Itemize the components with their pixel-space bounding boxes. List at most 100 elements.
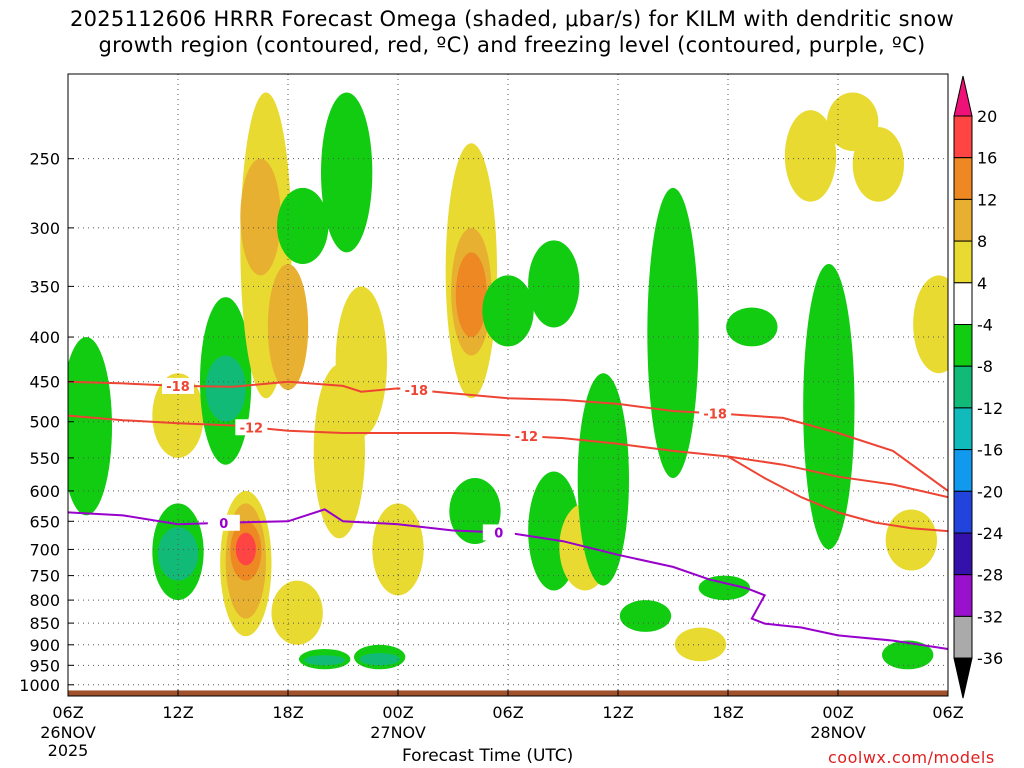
omega-region-13 (277, 187, 329, 265)
omega-region-32 (647, 187, 699, 479)
y-tick-label-550: 550 (29, 449, 60, 468)
credit-link[interactable]: coolwx.com/models (828, 748, 995, 767)
contour-0 (68, 380, 948, 492)
omega-region-7 (235, 532, 256, 566)
contour-label-0-0: -18 (166, 380, 190, 395)
colorbar-label--24: -24 (977, 524, 1003, 543)
omega-region-15 (321, 92, 373, 253)
omega-region-35 (674, 627, 727, 662)
contour-label-bg-3-1 (482, 524, 515, 541)
omega-region-28 (528, 240, 580, 328)
y-tick-label-900: 900 (29, 636, 60, 655)
omega-region-41 (913, 275, 948, 374)
colorbar-label--16: -16 (977, 441, 1003, 460)
y-tick-label-1000: 1000 (19, 676, 60, 695)
omega-region-0 (152, 373, 204, 458)
y-tick-label-700: 700 (29, 540, 60, 559)
colorbar-bin--8 (953, 365, 973, 409)
colorbar-label-4: 4 (977, 274, 987, 293)
colorbar-label-8: 8 (977, 232, 987, 251)
y-tick-label-750: 750 (29, 567, 60, 586)
colorbar-bin--20 (953, 490, 973, 534)
x-date-label-18: 27NOV (370, 723, 426, 742)
omega-region-11 (240, 158, 281, 276)
y-tick-label-400: 400 (29, 328, 60, 347)
x-year-label-0: 2025 (48, 741, 89, 760)
colorbar-label-20: 20 (977, 107, 997, 126)
omega-region-14 (271, 580, 323, 645)
title-line-2: growth region (contoured, red, ºC) and f… (98, 33, 926, 57)
x-tick-label-30: 12Z (602, 703, 633, 722)
y-tick-label-850: 850 (29, 614, 60, 633)
title-line-1: 2025112606 HRRR Forecast Omega (shaded, … (69, 7, 955, 31)
omega-region-3 (157, 527, 199, 581)
omega-region-31 (577, 373, 629, 586)
colorbar-top-arrow (953, 75, 973, 117)
y-tick-label-600: 600 (29, 482, 60, 501)
x-tick-label-18: 00Z (382, 703, 413, 722)
omega-region-42 (885, 509, 937, 571)
y-tick-label-450: 450 (29, 373, 60, 392)
omega-region-34 (698, 575, 750, 601)
x-tick-label-48: 06Z (932, 703, 963, 722)
colorbar-label--32: -32 (977, 607, 1003, 626)
omega-region-17 (335, 286, 388, 437)
omega-region-19 (304, 655, 345, 666)
contour-label-1-0: -12 (240, 421, 264, 436)
y-tick-label-650: 650 (29, 512, 60, 531)
colorbar-bin--4 (953, 324, 973, 367)
chart-title: 2025112606 HRRR Forecast Omega (shaded, … (0, 6, 1024, 58)
contour-label-bg-0-2 (699, 405, 732, 422)
y-tick-label-350: 350 (29, 277, 60, 296)
omega-region-9 (205, 355, 246, 422)
contour-label-0-2: -18 (703, 407, 727, 422)
colorbar-bottom-arrow (953, 657, 973, 699)
y-tick-label-800: 800 (29, 591, 60, 610)
contour-label-bg-0-1 (400, 382, 433, 399)
x-axis-label: Forecast Time (UTC) (402, 746, 574, 766)
contour-1 (68, 414, 948, 499)
x-tick-label-24: 06Z (492, 703, 523, 722)
x-tick-label-6: 12Z (162, 703, 193, 722)
x-tick-label-36: 18Z (712, 703, 743, 722)
colorbar-bin-8 (953, 198, 973, 242)
colorbar-bin-0 (953, 282, 973, 325)
colorbar-bin-12 (953, 157, 973, 200)
contour-label-bg-1-0 (235, 419, 268, 436)
y-tick-label-300: 300 (29, 219, 60, 238)
contour-label-bg-3-0 (207, 514, 240, 531)
contour-3 (68, 508, 948, 650)
x-tick-label-42: 00Z (822, 703, 853, 722)
y-tick-label-500: 500 (29, 413, 60, 432)
omega-region-40 (803, 264, 855, 550)
x-tick-label-12: 18Z (272, 703, 303, 722)
colorbar-label-16: 16 (977, 149, 997, 168)
x-date-label-42: 28NOV (810, 723, 866, 742)
x-date-label-0: 26NOV (40, 723, 96, 742)
colorbar-label--20: -20 (977, 482, 1003, 501)
colorbar-bin--16 (953, 449, 973, 492)
contour-label-3-0: 0 (219, 517, 228, 532)
omega-region-26 (482, 275, 534, 347)
omega-region-36 (726, 307, 778, 347)
omega-region-33 (619, 600, 672, 632)
colorbar-label--4: -4 (977, 316, 993, 335)
omega-region-43 (882, 640, 934, 670)
y-tick-label-950: 950 (29, 656, 60, 675)
contour-label-3-1: 0 (494, 526, 503, 541)
colorbar-bin-16 (953, 115, 973, 159)
colorbar-bin--28 (953, 574, 973, 617)
colorbar-bin-4 (953, 240, 973, 284)
omega-region-39 (852, 127, 904, 202)
contour-label-bg-1-1 (510, 428, 543, 445)
omega-region-12 (267, 264, 309, 391)
colorbar-label--12: -12 (977, 399, 1003, 418)
colorbar-bin--32 (953, 615, 973, 659)
contour-label-0-1: -18 (405, 384, 429, 399)
colorbar-label-12: 12 (977, 190, 997, 209)
y-tick-label-250: 250 (29, 150, 60, 169)
colorbar-label--8: -8 (977, 357, 993, 376)
colorbar-bin--12 (953, 407, 973, 451)
colorbar-label--28: -28 (977, 566, 1003, 585)
x-tick-label-0: 06Z (52, 703, 83, 722)
